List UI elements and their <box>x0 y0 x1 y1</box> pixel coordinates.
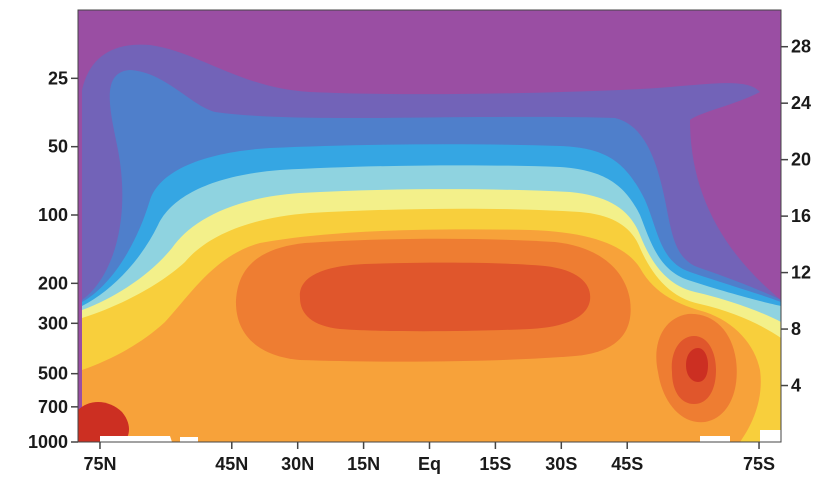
x-tick-label: 75S <box>743 454 775 474</box>
y-left-tick-label: 1000 <box>28 432 68 452</box>
x-tick-label: 30S <box>545 454 577 474</box>
y-right-tick-label: 24 <box>791 93 811 113</box>
x-tick-label: Eq <box>418 454 441 474</box>
y-right-tick-label: 28 <box>791 37 811 57</box>
y-left-tick-label: 25 <box>48 68 68 88</box>
y-left-tick-label: 200 <box>38 273 68 293</box>
y-right-tick-label: 20 <box>791 150 811 170</box>
contour-band-10b <box>78 401 129 442</box>
x-tick-label: 45N <box>215 454 248 474</box>
x-tick-label: 15N <box>347 454 380 474</box>
x-axis: 75N 45N 30N 15N Eq 15S 30S 45S 75S <box>83 442 775 474</box>
y-left-tick-label: 300 <box>38 313 68 333</box>
y-axis-right: 28 24 20 16 12 8 4 <box>781 37 811 396</box>
y-axis-left: 25 50 100 200 300 500 700 1000 <box>28 68 78 452</box>
x-tick-label: 30N <box>281 454 314 474</box>
contour-band-10 <box>686 348 708 382</box>
y-left-tick-label: 500 <box>38 364 68 384</box>
x-tick-label: 45S <box>611 454 643 474</box>
x-tick-label: 75N <box>83 454 116 474</box>
y-right-tick-label: 16 <box>791 206 811 226</box>
missing-data-strip <box>100 430 781 442</box>
y-left-tick-label: 50 <box>48 137 68 157</box>
y-right-tick-label: 4 <box>791 376 801 396</box>
y-left-tick-label: 700 <box>38 397 68 417</box>
y-right-tick-label: 12 <box>791 263 811 283</box>
x-tick-label: 15S <box>479 454 511 474</box>
y-right-tick-label: 8 <box>791 319 801 339</box>
plot-area <box>78 10 781 442</box>
y-left-tick-label: 100 <box>38 205 68 225</box>
contour-band-9 <box>299 262 591 332</box>
